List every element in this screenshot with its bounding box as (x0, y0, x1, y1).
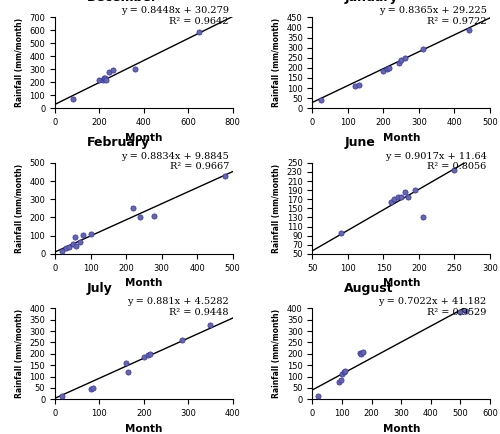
Point (108, 66, 116, 73)
Point (385, 64, 393, 71)
X-axis label: Month: Month (382, 132, 420, 143)
Text: August: August (344, 282, 394, 295)
Y-axis label: Rainfall (mm/month): Rainfall (mm/month) (15, 309, 24, 398)
Point (356, 349, 364, 356)
Point (102, 76, 110, 83)
Text: y = 0.9017x + 11.64
R² = 0.8056: y = 0.9017x + 11.64 R² = 0.8056 (384, 152, 486, 171)
Point (341, 368, 349, 375)
Point (401, 189, 409, 196)
Point (462, 307, 470, 314)
Point (106, 69, 114, 76)
Point (418, 214, 426, 221)
Point (401, 54, 409, 61)
Text: y = 0.7022x + 41.182
R² = 0.9529: y = 0.7022x + 41.182 R² = 0.9529 (378, 297, 486, 317)
Point (397, 194, 405, 201)
Point (359, 348, 367, 355)
Text: January: January (344, 0, 398, 4)
Point (318, 97, 326, 104)
Text: y = 0.8365x + 29.225
R² = 0.9722: y = 0.8365x + 29.225 R² = 0.9722 (378, 7, 486, 26)
Point (65, 243, 73, 250)
Point (122, 359, 130, 366)
Point (146, 350, 154, 357)
Point (354, 82, 362, 89)
Point (80, 231, 88, 238)
Point (196, 28, 203, 35)
X-axis label: Month: Month (382, 424, 420, 434)
Point (129, 205, 137, 212)
Point (62, 245, 70, 252)
Point (178, 337, 186, 344)
Point (336, 376, 344, 383)
Text: February: February (87, 136, 150, 149)
Text: y = 0.8834x + 9.8845
R² = 0.9667: y = 0.8834x + 9.8845 R² = 0.9667 (121, 152, 229, 171)
Point (335, 379, 343, 386)
X-axis label: Month: Month (125, 132, 162, 143)
Text: July: July (87, 282, 112, 295)
Y-axis label: Rainfall (mm/month): Rainfall (mm/month) (272, 309, 281, 398)
Point (58, 247, 66, 254)
Point (464, 27, 472, 34)
Text: December: December (87, 0, 158, 4)
Point (386, 198, 394, 205)
Point (69, 240, 77, 247)
Point (450, 166, 458, 173)
Point (100, 75, 108, 82)
Point (58, 392, 66, 399)
Point (101, 74, 109, 81)
Point (86, 230, 94, 237)
Point (394, 194, 402, 201)
Point (397, 56, 405, 63)
Point (338, 371, 346, 378)
Point (456, 308, 464, 315)
Y-axis label: Rainfall (mm/month): Rainfall (mm/month) (15, 164, 24, 253)
Point (412, 187, 420, 194)
Text: June: June (344, 136, 376, 149)
Point (150, 212, 158, 219)
Point (358, 350, 366, 357)
Text: y = 0.8448x + 30.279
R² = 0.9642: y = 0.8448x + 30.279 R² = 0.9642 (121, 7, 229, 26)
Point (124, 368, 132, 375)
Point (69, 95, 77, 102)
Y-axis label: Rainfall (mm/month): Rainfall (mm/month) (272, 164, 281, 253)
Point (390, 196, 398, 203)
X-axis label: Month: Month (125, 424, 162, 434)
Y-axis label: Rainfall (mm/month): Rainfall (mm/month) (272, 18, 281, 107)
X-axis label: Month: Month (125, 278, 162, 288)
Point (206, 322, 214, 329)
Point (136, 213, 144, 220)
Point (404, 194, 412, 201)
Point (396, 59, 404, 66)
Point (314, 392, 322, 399)
X-axis label: Month: Month (382, 278, 420, 288)
Point (144, 352, 152, 358)
Point (222, 172, 230, 179)
Point (340, 368, 347, 375)
Point (140, 354, 148, 361)
Point (72, 242, 80, 249)
Point (88, 385, 96, 391)
Point (418, 45, 426, 52)
Point (383, 66, 391, 72)
Y-axis label: Rainfall (mm/month): Rainfall (mm/month) (15, 18, 24, 107)
Point (131, 66, 139, 73)
Point (98, 76, 106, 83)
Point (351, 82, 359, 89)
Point (70, 234, 78, 241)
Text: y = 0.881x + 4.5282
R² = 0.9448: y = 0.881x + 4.5282 R² = 0.9448 (127, 297, 229, 317)
Point (380, 67, 388, 74)
Point (86, 385, 94, 392)
Point (96, 77, 104, 84)
Point (337, 230, 345, 237)
Point (76, 239, 84, 246)
